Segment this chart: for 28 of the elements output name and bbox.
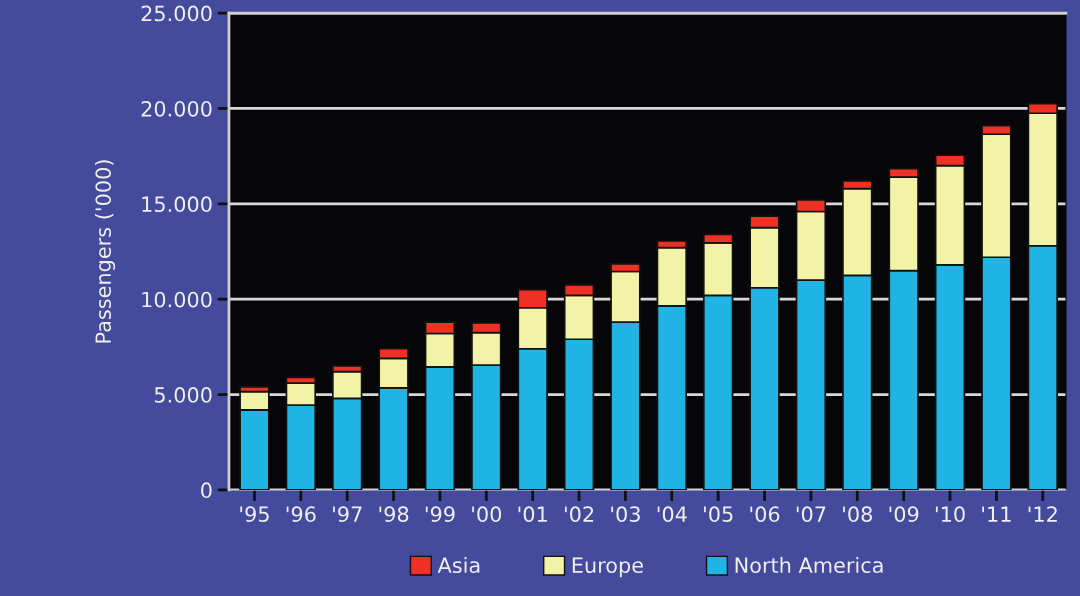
y-tick-label: 5.000 xyxy=(154,387,212,403)
y-tick-label: 20.000 xyxy=(141,100,212,117)
x-tick-label: '99 xyxy=(425,506,455,523)
x-tick-label: '04 xyxy=(657,506,687,523)
y-axis-title: Passengers ('000) xyxy=(94,160,116,343)
x-tick-label: '01 xyxy=(518,506,547,523)
x-tick-label: '95 xyxy=(240,506,269,523)
x-tick-label: '00 xyxy=(472,506,502,523)
x-tick-label: '02 xyxy=(564,506,594,523)
y-tick-label: 0 xyxy=(201,482,212,499)
x-tick-label: '06 xyxy=(750,506,780,523)
legend-label: Asia xyxy=(437,556,480,574)
x-tick-label: '97 xyxy=(333,506,362,523)
x-tick-label: '96 xyxy=(286,506,316,523)
x-tick-label: '03 xyxy=(611,506,640,523)
x-tick-label: '11 xyxy=(982,506,1011,522)
legend-label: Europe xyxy=(572,557,643,578)
y-tick-label: 25.000 xyxy=(141,5,212,22)
y-tick-label: 10.000 xyxy=(142,291,212,308)
x-tick-label: '10 xyxy=(935,506,965,523)
x-tick-label: '07 xyxy=(796,506,826,523)
x-tick-label: '98 xyxy=(379,506,409,523)
x-tick-label: '05 xyxy=(704,506,733,523)
legend-label: North America xyxy=(735,556,883,574)
x-tick-label: '08 xyxy=(843,506,872,523)
y-tick-label: 15.000 xyxy=(142,196,212,213)
x-tick-label: '09 xyxy=(889,506,919,523)
x-tick-label: '12 xyxy=(1028,506,1057,522)
